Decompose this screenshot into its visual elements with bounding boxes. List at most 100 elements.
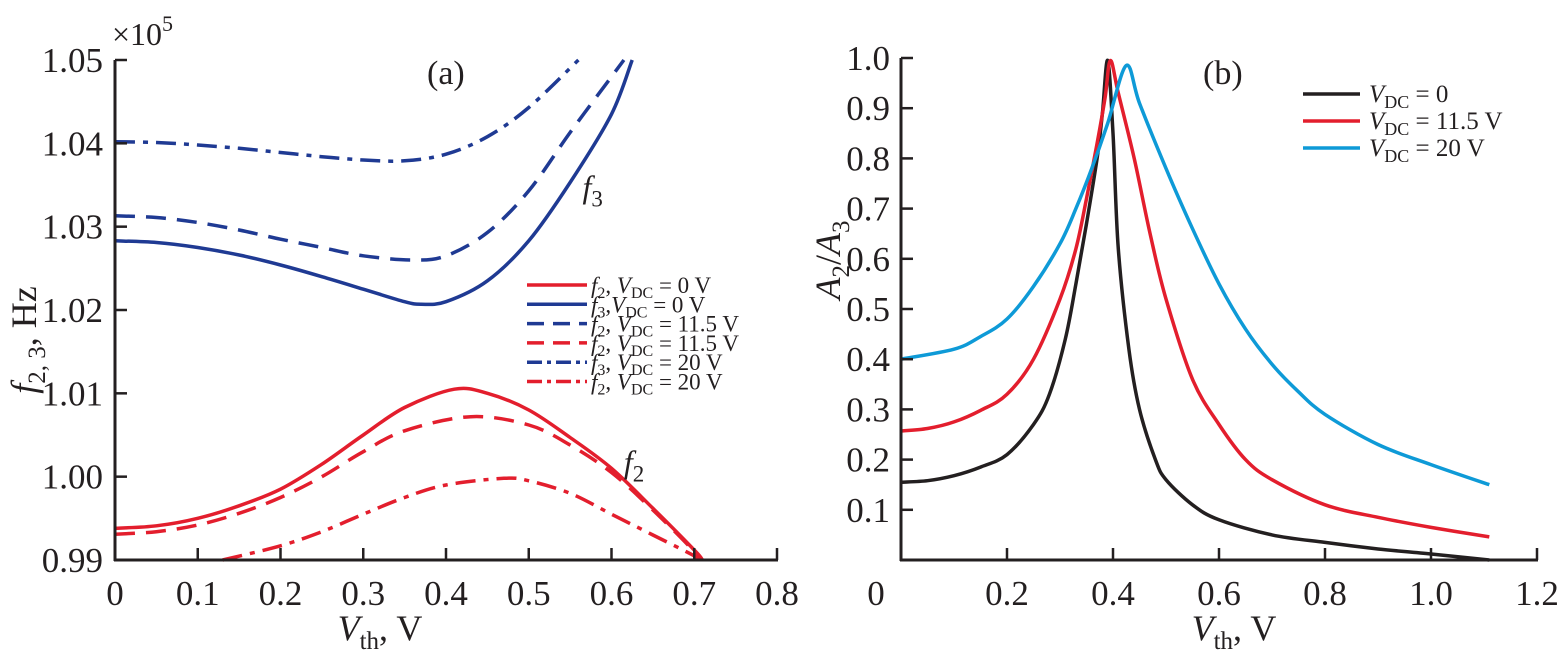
- legend-label-part: V: [617, 312, 634, 337]
- legend-label-part: V: [1369, 81, 1387, 108]
- x-tick-label: 0.8: [1303, 574, 1347, 613]
- legend-label-part: DC: [1384, 146, 1409, 166]
- curve-label: f3: [583, 169, 603, 212]
- series-line-2: [114, 59, 634, 307]
- y-tick-label: 1.0: [846, 39, 890, 78]
- x-tick-label: 1.0: [1409, 574, 1453, 613]
- series-line-2: [900, 58, 1490, 539]
- legend-label-part: 3: [597, 304, 605, 321]
- y-tick-label: 0.6: [846, 240, 890, 279]
- y-title-tail: , Hz: [4, 286, 44, 346]
- x-title-sub: th: [1214, 628, 1234, 655]
- y-title-b-sub: 3: [828, 220, 855, 233]
- y-multiplier-exponent: 5: [162, 11, 173, 36]
- legend-label-part: f: [591, 292, 601, 317]
- legend-label-part: ,: [605, 292, 611, 317]
- y-tick-label: 0.5: [846, 290, 890, 329]
- x-tick-label: 0.4: [424, 574, 468, 613]
- y-tick-label: 1.05: [42, 41, 103, 80]
- legend-label-part: = 20 V: [1409, 135, 1484, 162]
- legend-label-part: V: [1369, 135, 1387, 162]
- y-title-a-sub: 2: [828, 265, 855, 278]
- y-multiplier-base: ×10: [112, 16, 162, 52]
- legend-label-part: DC: [625, 304, 647, 321]
- panel-b-y-ticks: 0.1 0.2 0.3 0.4 0.5 0.6 0.7 0.8 0.9 1.0: [846, 39, 913, 530]
- panel-b-label: (b): [1203, 55, 1243, 92]
- x-tick-label: 0.2: [985, 574, 1029, 613]
- x-tick-label: 0.4: [1091, 574, 1135, 613]
- y-tick-label: 0.8: [846, 139, 890, 178]
- legend-label-part: V: [611, 292, 628, 317]
- legend-label-part: = 0 V: [653, 273, 711, 298]
- panel-a-x-axis-title: Vth, V: [338, 608, 423, 655]
- legend-label-part: 2: [597, 285, 605, 302]
- legend-label: f2, VDC = 11.5 V: [591, 312, 739, 341]
- legend-label-part: V: [617, 350, 634, 375]
- x-title-tail: , V: [379, 608, 422, 648]
- legend-label-part: 3: [597, 362, 605, 379]
- series-line-3: [900, 63, 1490, 487]
- x-title-main: V: [338, 608, 364, 648]
- legend-label-part: = 11.5 V: [653, 312, 739, 337]
- y-tick-label: 1.04: [42, 124, 103, 163]
- legend-label-part: ,: [605, 273, 617, 298]
- legend-label: VDC = 20 V: [1369, 135, 1485, 166]
- x-title-tail: , V: [1233, 608, 1276, 648]
- panel-b-x-ticks: 0 0.2 0.4 0.6 0.8 1.0 1.2: [867, 548, 1559, 613]
- series-line-6: [222, 476, 701, 562]
- panel-a-x-ticks: 0 0.1 0.2 0.3 0.4 0.5 0.6 0.7 0.8: [106, 548, 799, 613]
- x-tick-label: 0.1: [176, 574, 220, 613]
- x-tick-label: 0.6: [1197, 574, 1241, 613]
- x-title-sub: th: [360, 628, 380, 655]
- y-tick-label: 0.3: [846, 390, 890, 429]
- legend-label-part: = 11.5 V: [653, 331, 739, 356]
- y-tick-label: 0.4: [846, 340, 890, 379]
- legend-label: VDC = 11.5 V: [1369, 108, 1503, 139]
- legend-label-part: V: [617, 370, 634, 395]
- y-title-sub: 2, 3: [24, 346, 51, 384]
- legend-label-part: DC: [631, 324, 653, 341]
- y-tick-label: 1.03: [42, 208, 103, 247]
- legend-label-part: = 0 V: [647, 292, 705, 317]
- legend-label-part: V: [617, 331, 634, 356]
- legend-label: VDC = 0: [1369, 81, 1448, 112]
- legend-label-part: f: [591, 350, 601, 375]
- legend-label-part: ,: [605, 312, 617, 337]
- panel-b-x-axis-title: Vth, V: [1192, 608, 1277, 655]
- curve-label-sub: 2: [633, 462, 645, 487]
- legend-label-part: DC: [631, 382, 653, 399]
- panel-b-chart: 0 0.2 0.4 0.6 0.8 1.0 1.2 0.10.20.30.40.50.60.…: [808, 39, 1559, 655]
- legend-label-part: DC: [631, 362, 653, 379]
- panel-b-y-axis-title: A2/A3: [808, 220, 855, 301]
- legend-label-part: DC: [1384, 119, 1409, 139]
- x-tick-label: 0.2: [259, 574, 303, 613]
- legend-label: f3, VDC = 20 V: [591, 350, 723, 379]
- legend-label: f2, VDC = 11.5 V: [591, 331, 739, 360]
- legend-label-part: 2: [597, 324, 605, 341]
- series-line-4: [114, 414, 701, 562]
- x-title-main: V: [1192, 608, 1218, 648]
- y-tick-label: 0.99: [42, 541, 103, 580]
- legend-label-part: f: [591, 370, 601, 395]
- legend-label: f2, VDC = 20 V: [591, 370, 723, 399]
- panel-a-label: (a): [427, 55, 465, 92]
- series-line-1: [114, 386, 704, 562]
- y-tick-label: 1.02: [42, 291, 103, 330]
- x-tick-label: 0.7: [672, 574, 716, 613]
- legend-label-part: V: [1369, 108, 1387, 135]
- x-tick-label: 0.3: [341, 574, 385, 613]
- x-tick-label: 0.6: [590, 574, 634, 613]
- x-tick-label: 0: [867, 574, 885, 613]
- legend-label-part: 2: [597, 343, 605, 360]
- panel-b-curves: [900, 58, 1490, 562]
- legend-label-part: DC: [631, 285, 653, 302]
- legend-label-part: ,: [605, 350, 617, 375]
- y-title-slash: /: [808, 255, 848, 265]
- panel-a-curves: [114, 58, 704, 562]
- legend-label-part: = 20 V: [653, 350, 723, 375]
- legend-label: f3,VDC = 0 V: [591, 292, 706, 321]
- x-tick-label: 0.5: [507, 574, 551, 613]
- curve-label: f2: [624, 444, 644, 487]
